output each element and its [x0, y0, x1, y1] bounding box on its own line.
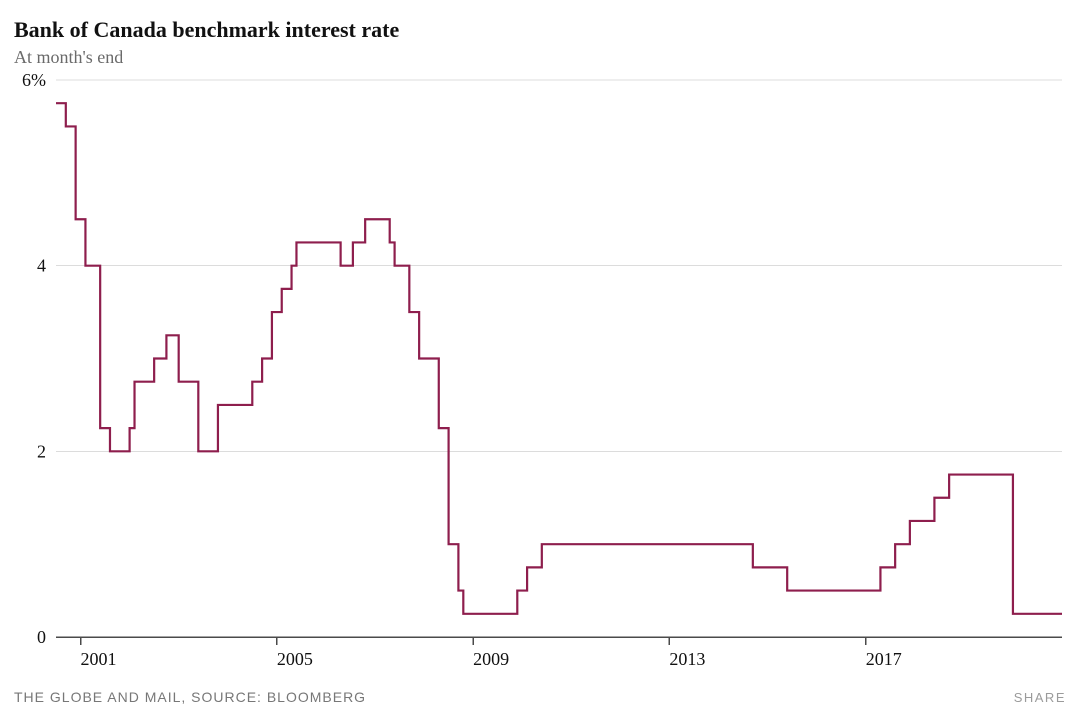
chart-container: Bank of Canada benchmark interest rate A… — [0, 0, 1080, 723]
source-credit: THE GLOBE AND MAIL, SOURCE: BLOOMBERG — [14, 689, 366, 705]
x-axis-label: 2009 — [473, 649, 509, 669]
y-axis-label: 2 — [37, 441, 46, 461]
share-button[interactable]: SHARE — [1014, 690, 1066, 705]
x-axis-label: 2001 — [81, 649, 117, 669]
chart-title: Bank of Canada benchmark interest rate — [14, 16, 1066, 44]
rate-line-series — [56, 103, 1062, 614]
chart-footer: THE GLOBE AND MAIL, SOURCE: BLOOMBERG SH… — [14, 685, 1066, 709]
y-axis-label: 4 — [37, 256, 46, 276]
y-axis-label: 6% — [22, 70, 46, 90]
y-axis-label: 0 — [37, 627, 46, 647]
chart-subtitle: At month's end — [14, 46, 1066, 69]
chart-plot-area: 0 2 4 6% 2001 2005 2009 2013 2017 — [14, 70, 1066, 671]
x-axis-label: 2013 — [669, 649, 705, 669]
line-chart-svg: 0 2 4 6% 2001 2005 2009 2013 2017 — [14, 70, 1066, 671]
x-axis-label: 2005 — [277, 649, 313, 669]
x-axis-label: 2017 — [866, 649, 902, 669]
